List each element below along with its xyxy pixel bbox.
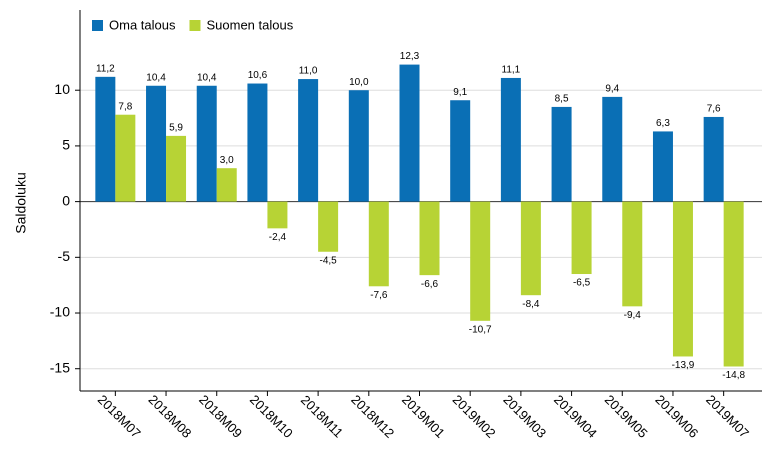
value-label: -2,4 <box>269 232 287 243</box>
bar <box>520 201 541 296</box>
x-tick-label: 2019M07 <box>703 392 752 441</box>
bar <box>318 201 339 252</box>
value-label: 11,0 <box>299 66 318 77</box>
x-tick-label: 2018M10 <box>247 392 296 441</box>
value-label: 11,2 <box>96 63 115 74</box>
value-label: -10,7 <box>469 324 492 335</box>
y-tick-label: 5 <box>62 137 70 153</box>
value-label: 10,0 <box>349 77 369 88</box>
x-tick-label: 2018M07 <box>95 392 144 441</box>
value-label: 12,3 <box>400 51 420 62</box>
bar <box>672 201 693 357</box>
bar <box>146 85 167 202</box>
value-label: -8,4 <box>522 299 540 310</box>
x-tick-label: 2018M09 <box>196 392 245 441</box>
y-tick-label: -10 <box>50 304 70 320</box>
bar <box>652 131 673 202</box>
x-tick-label: 2019M01 <box>399 392 448 441</box>
value-label: 6,3 <box>656 118 670 129</box>
y-tick-label: -5 <box>58 248 71 264</box>
bar <box>470 201 491 321</box>
bar <box>450 100 471 202</box>
bar <box>298 79 319 202</box>
value-label: -14,8 <box>722 370 745 381</box>
bar <box>247 83 268 202</box>
bar <box>399 64 420 202</box>
value-label: 9,1 <box>453 87 467 98</box>
y-tick-label: 0 <box>62 192 70 208</box>
bar <box>723 201 744 367</box>
bar <box>571 201 592 275</box>
x-tick-label: 2018M08 <box>145 392 194 441</box>
value-label: 3,0 <box>220 155 234 166</box>
x-tick-label: 2019M02 <box>450 392 499 441</box>
x-tick-label: 2019M03 <box>500 392 549 441</box>
value-label: 8,5 <box>555 94 569 105</box>
value-label: 10,4 <box>197 72 217 83</box>
bar <box>166 135 187 202</box>
bar <box>348 90 369 202</box>
legend-label: Oma talous <box>109 17 176 32</box>
value-label: 10,6 <box>248 70 268 81</box>
value-label: -13,9 <box>672 360 695 371</box>
bar <box>703 116 724 202</box>
bar <box>551 106 572 202</box>
bar <box>419 201 440 276</box>
bar <box>196 85 217 202</box>
legend-swatch <box>92 20 103 31</box>
bar <box>602 96 623 202</box>
bar <box>267 201 288 229</box>
x-tick-label: 2019M05 <box>602 392 651 441</box>
x-tick-label: 2018M12 <box>348 392 397 441</box>
value-label: -9,4 <box>624 310 642 321</box>
x-tick-label: 2019M04 <box>551 392 600 441</box>
bar <box>115 114 136 202</box>
value-label: 9,4 <box>605 84 619 95</box>
value-label: 7,6 <box>707 104 721 115</box>
bar <box>95 76 116 202</box>
legend-swatch <box>189 20 201 31</box>
value-label: 7,8 <box>118 101 132 112</box>
value-label: -6,6 <box>421 279 439 290</box>
legend-label: Suomen talous <box>206 17 293 32</box>
bar <box>368 201 389 287</box>
y-axis-label: Saldoluku <box>13 172 29 234</box>
y-tick-label: -15 <box>50 359 70 375</box>
value-label: -4,5 <box>319 255 337 266</box>
value-label: -7,6 <box>370 290 388 301</box>
value-label: 10,4 <box>146 72 166 83</box>
bar <box>622 201 643 307</box>
x-tick-label: 2019M06 <box>652 392 701 441</box>
value-label: -6,5 <box>573 278 591 289</box>
bar <box>216 168 237 202</box>
bar <box>500 77 521 202</box>
value-label: 11,1 <box>502 65 521 76</box>
value-label: 5,9 <box>169 123 183 134</box>
x-tick-label: 2018M11 <box>298 392 346 440</box>
y-tick-label: 10 <box>54 81 70 97</box>
